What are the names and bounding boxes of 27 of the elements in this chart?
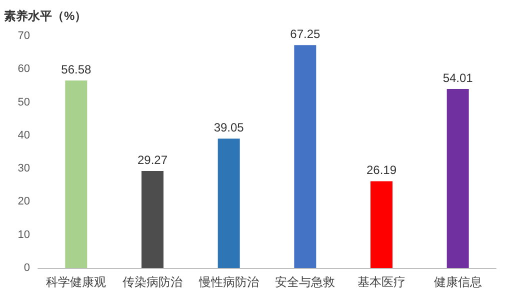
x-tick-label: 安全与急救 xyxy=(275,275,336,289)
x-tick-label: 基本医疗 xyxy=(358,275,406,289)
y-tick-label: 20 xyxy=(18,196,30,208)
data-label: 54.01 xyxy=(442,70,474,85)
bar xyxy=(446,88,469,268)
x-tick-label: 慢性病防治 xyxy=(198,275,259,289)
y-tick-label: 10 xyxy=(18,228,30,241)
x-tick-label: 健康信息 xyxy=(434,275,482,289)
bar xyxy=(142,170,164,268)
bar xyxy=(65,80,88,268)
x-tick-label: 科学健康观 xyxy=(46,275,106,289)
bar xyxy=(370,181,392,268)
data-label: 29.27 xyxy=(137,152,168,167)
bar xyxy=(218,138,240,268)
data-label: 39.05 xyxy=(214,120,244,135)
y-axis-title: 素养水平（%） xyxy=(4,9,87,23)
data-label: 56.58 xyxy=(61,62,92,76)
data-label: 67.25 xyxy=(290,27,321,42)
y-tick-label: 0 xyxy=(24,262,30,274)
bar xyxy=(294,45,316,268)
y-tick-label: 50 xyxy=(18,96,30,108)
y-tick-label: 30 xyxy=(18,162,30,175)
x-tick-label: 传染病防治 xyxy=(122,275,182,289)
y-tick-label: 70 xyxy=(18,30,30,42)
y-tick-label: 60 xyxy=(18,63,30,76)
data-label: 26.19 xyxy=(366,163,397,178)
y-tick-label: 40 xyxy=(18,129,30,142)
